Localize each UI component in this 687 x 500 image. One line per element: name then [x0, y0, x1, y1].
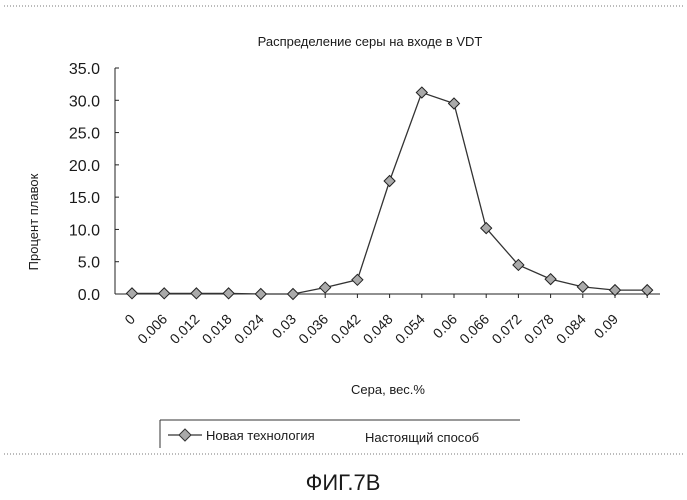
y-tick-label: 5.0 — [78, 255, 100, 272]
series-point — [415, 86, 429, 99]
x-tick-label: 0.048 — [360, 311, 396, 347]
y-tick-label: 10.0 — [69, 222, 100, 239]
series-point — [157, 287, 171, 300]
x-tick-label: 0.066 — [456, 311, 492, 347]
series-point — [190, 287, 203, 300]
x-tick-label: 0.018 — [199, 311, 235, 347]
series-point — [608, 283, 622, 297]
x-tick-label: 0.054 — [392, 311, 428, 347]
legend: Новая технология Настоящий способ — [159, 419, 520, 448]
series-point — [512, 258, 525, 272]
y-axis-ticks: 0.0 5.0 10.0 15.0 20.0 25.0 30.0 35.0 — [69, 61, 119, 304]
legend-entry-present-method: Настоящий способ — [365, 430, 479, 445]
figure-caption: ФИГ.7В — [306, 470, 381, 495]
x-tick-label: 0.084 — [553, 311, 589, 347]
x-axis-label: Сера, вес.% — [351, 382, 425, 397]
series-point — [544, 272, 557, 286]
x-tick-label: 0.036 — [295, 311, 331, 347]
series-point — [318, 281, 332, 294]
series-layer — [125, 86, 654, 301]
legend-swatch-marker — [178, 428, 192, 442]
series-point — [286, 287, 300, 301]
x-tick-label: 0.024 — [231, 311, 267, 347]
x-tick-label: 0.09 — [591, 311, 622, 342]
legend-entry-new-technology: Новая технология — [206, 428, 315, 443]
series-point — [125, 287, 139, 300]
series-point — [447, 97, 461, 110]
y-tick-label: 15.0 — [69, 190, 100, 207]
x-tick-label: 0.042 — [327, 311, 363, 347]
series-point — [254, 287, 268, 301]
x-tick-label: 0 — [121, 311, 138, 328]
y-tick-label: 30.0 — [69, 93, 100, 110]
series-line — [132, 91, 648, 295]
y-tick-label: 35.0 — [69, 61, 100, 78]
x-tick-label: 0.006 — [134, 311, 170, 347]
y-tick-label: 0.0 — [78, 287, 100, 304]
chart-title: Распределение серы на входе в VDT — [258, 34, 483, 49]
series-point — [222, 287, 235, 300]
x-tick-label: 0.06 — [430, 311, 461, 342]
y-axis-label: Процент плавок — [26, 173, 41, 270]
x-tick-label: 0.072 — [488, 311, 524, 347]
series-point — [479, 221, 493, 235]
x-tick-label: 0.03 — [269, 311, 300, 342]
series-point — [576, 280, 590, 294]
series-point — [351, 273, 364, 287]
y-tick-label: 25.0 — [69, 126, 100, 143]
series-point — [640, 283, 654, 297]
y-tick-label: 20.0 — [69, 158, 100, 175]
x-tick-label: 0.078 — [521, 311, 557, 347]
x-tick-label: 0.012 — [166, 311, 202, 347]
series-point — [383, 174, 396, 188]
